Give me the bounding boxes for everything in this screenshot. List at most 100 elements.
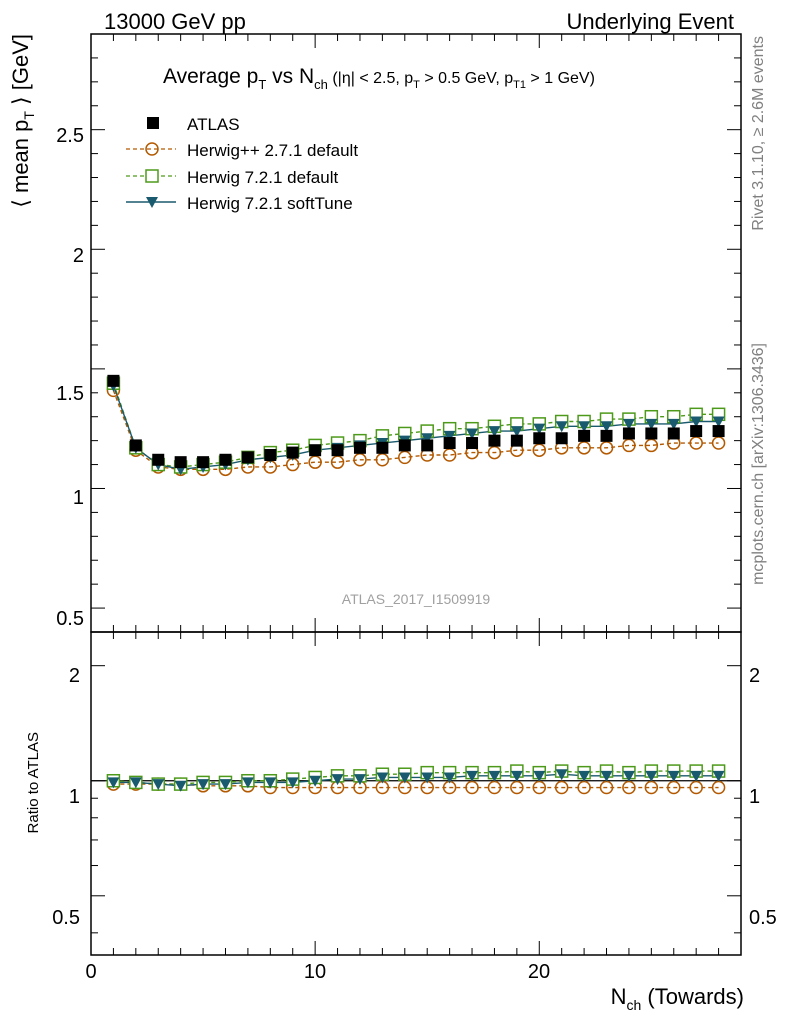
- point-herwig-7-2-1-softtune: [690, 416, 703, 428]
- ratio-right-tick-1: 1: [749, 786, 760, 808]
- point-atlas: [555, 432, 568, 445]
- point-atlas: [197, 456, 210, 469]
- y-axis-label: ⟨ mean pT ⟩ [GeV]: [8, 34, 37, 208]
- ratio-left-tick-1: 1: [69, 786, 80, 808]
- point-atlas: [443, 437, 456, 450]
- point-herwig-7-2-1-softtune: [443, 430, 456, 442]
- x-tick-label-10: 10: [304, 961, 326, 983]
- point-herwig-7-2-1-softtune: [555, 421, 568, 433]
- ratio-line-herwig-7-2-1-softtune: [113, 773, 719, 787]
- ratio-point-herwig-7-2-1-softtune: [578, 770, 591, 782]
- x-tick-label-20: 20: [528, 961, 550, 983]
- ratio-point-herwig-7-2-1-softtune: [286, 777, 299, 789]
- point-atlas: [174, 456, 187, 469]
- series-line-herwig-2-7-1-default: [112, 390, 719, 471]
- point-atlas: [533, 432, 546, 445]
- point-atlas: [712, 425, 725, 438]
- ratio-point-herwig-7-2-1-softtune: [712, 770, 725, 782]
- legend: ATLAS Herwig++ 2.7.1 default Herwig 7.2.…: [126, 115, 358, 213]
- ratio-point-herwig-7-2-1-softtune: [219, 779, 232, 791]
- point-atlas: [353, 441, 366, 454]
- x-tick-label-0: 0: [85, 961, 96, 983]
- point-atlas: [622, 427, 635, 440]
- ratio-point-herwig-7-2-1-softtune: [421, 772, 434, 784]
- rivet-version-text: Rivet 3.1.10, ≥ 2.6M events: [750, 36, 767, 231]
- legend-label-herwig-721-softtune: Herwig 7.2.1 softTune: [187, 194, 353, 213]
- point-herwig-7-2-1-softtune: [421, 433, 434, 445]
- ratio-point-herwig-7-2-1-softtune: [600, 770, 613, 782]
- point-atlas: [129, 439, 142, 452]
- series-line-herwig-7-2-1-default: [112, 383, 719, 468]
- analysis-watermark: ATLAS_2017_I1509919: [342, 591, 491, 607]
- main-plot-data: [106, 374, 726, 477]
- ratio-point-herwig-7-2-1-softtune: [488, 770, 501, 782]
- ratio-point-herwig-7-2-1-softtune: [331, 774, 344, 786]
- point-herwig-7-2-1-softtune: [533, 423, 546, 435]
- point-atlas: [421, 439, 434, 452]
- point-atlas: [645, 427, 658, 440]
- point-herwig-7-2-1-softtune: [488, 426, 501, 438]
- point-atlas: [241, 451, 254, 464]
- ratio-line-herwig-7-2-1-default: [113, 770, 719, 785]
- point-atlas: [331, 444, 344, 457]
- ratio-right-tick-2: 2: [749, 665, 760, 687]
- ratio-point-herwig-7-2-1-softtune: [309, 775, 322, 787]
- ratio-y-tick-labels: 0.5 1 2 0.5 1 2: [52, 665, 777, 929]
- ratio-point-herwig-7-2-1-softtune: [667, 770, 680, 782]
- header-left: 13000 GeV pp: [104, 9, 246, 34]
- ratio-right-tick-0.5: 0.5: [749, 907, 777, 929]
- ratio-point-herwig-7-2-1-softtune: [241, 777, 254, 789]
- y-tick-label-1: 1: [73, 487, 84, 509]
- ratio-point-herwig-7-2-1-softtune: [466, 770, 479, 782]
- point-herwig-7-2-1-softtune: [712, 416, 725, 428]
- ratio-point-herwig-7-2-1-softtune: [129, 777, 142, 789]
- ratio-y-axis-label: Ratio to ATLAS: [25, 732, 42, 833]
- point-atlas: [286, 446, 299, 459]
- axis-ticks: [90, 33, 741, 955]
- header-right: Underlying Event: [566, 9, 734, 34]
- ratio-plot-data: [91, 764, 741, 795]
- ratio-point-herwig-7-2-1-softtune: [645, 770, 658, 782]
- main-y-tick-labels: 0.5 1 1.5 2 2.5: [56, 125, 84, 630]
- point-herwig-7-2-1-softtune: [600, 421, 613, 433]
- ratio-point-herwig-7-2-1-softtune: [555, 769, 568, 781]
- y-tick-label-1.5: 1.5: [56, 383, 84, 405]
- x-axis-label: Nch (Towards): [611, 984, 744, 1013]
- point-atlas: [466, 437, 479, 450]
- x-tick-labels: 0 10 20: [85, 961, 550, 983]
- point-atlas: [690, 425, 703, 438]
- point-atlas: [510, 434, 523, 447]
- ratio-point-herwig-7-2-1-softtune: [376, 772, 389, 784]
- point-atlas: [667, 427, 680, 440]
- y-tick-label-2.5: 2.5: [56, 125, 84, 147]
- chart-title: Average pT vs Nch (|η| < 2.5, pT > 0.5 G…: [163, 65, 595, 92]
- ratio-left-tick-0.5: 0.5: [52, 907, 80, 929]
- point-herwig-7-2-1-softtune: [622, 418, 635, 430]
- ratio-point-herwig-7-2-1-softtune: [443, 772, 456, 784]
- legend-label-herwigpp-271: Herwig++ 2.7.1 default: [187, 141, 358, 160]
- mcplots-credit-text: mcplots.cern.ch [arXiv:1306.3436]: [750, 343, 767, 585]
- point-atlas: [264, 448, 277, 461]
- ratio-point-herwig-7-2-1-softtune: [398, 772, 411, 784]
- legend-entry-herwig-721-default: Herwig 7.2.1 default: [126, 168, 338, 187]
- legend-label-herwig-721-default: Herwig 7.2.1 default: [187, 168, 338, 187]
- ratio-point-herwig-7-2-1-softtune: [264, 777, 277, 789]
- point-atlas: [309, 444, 322, 457]
- point-atlas: [376, 441, 389, 454]
- point-herwig-7-2-1-softtune: [510, 426, 523, 438]
- point-herwig-7-2-1-softtune: [578, 421, 591, 433]
- point-atlas: [107, 374, 120, 387]
- legend-entry-herwig-721-softtune: Herwig 7.2.1 softTune: [126, 194, 353, 213]
- ratio-point-herwig-7-2-1-softtune: [690, 770, 703, 782]
- point-atlas: [398, 439, 411, 452]
- ratio-point-herwig-7-2-1-softtune: [197, 779, 210, 791]
- ratio-point-herwig-7-2-1-softtune: [533, 770, 546, 782]
- legend-label-atlas: ATLAS: [187, 115, 240, 134]
- point-herwig-7-2-1-softtune: [466, 428, 479, 440]
- ratio-point-herwig-2-7-1-default: [554, 780, 569, 795]
- ratio-point-herwig-7-2-1-softtune: [152, 779, 165, 791]
- ratio-point-herwig-7-2-1-softtune: [622, 770, 635, 782]
- point-atlas: [600, 429, 613, 442]
- point-atlas: [152, 453, 165, 466]
